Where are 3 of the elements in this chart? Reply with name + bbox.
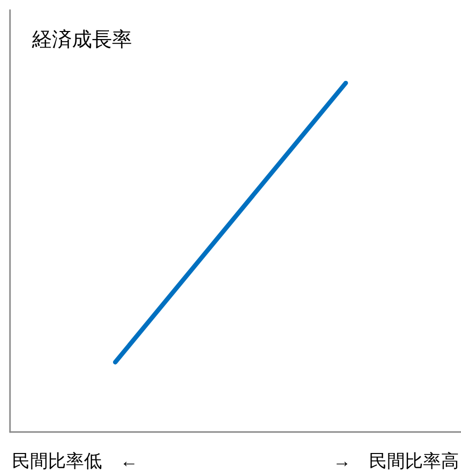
text: → 民間比率高	[333, 451, 459, 471]
text: 民間比率低 ←	[12, 451, 138, 471]
y-axis-title: 経済成長率	[31, 29, 132, 51]
